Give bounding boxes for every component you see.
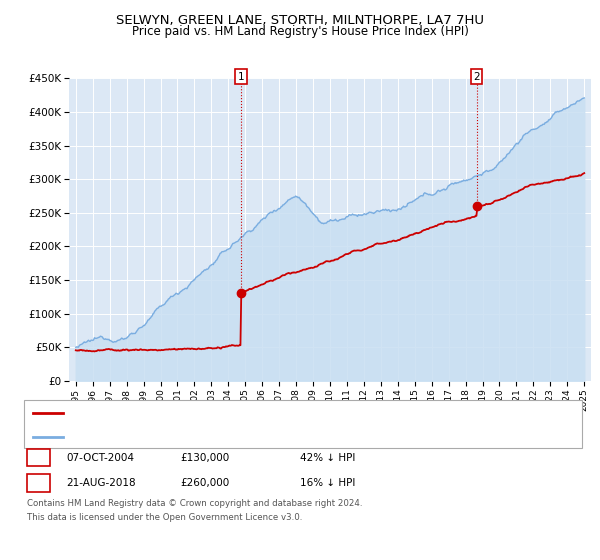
Text: 42% ↓ HPI: 42% ↓ HPI — [300, 452, 355, 463]
Text: Price paid vs. HM Land Registry's House Price Index (HPI): Price paid vs. HM Land Registry's House … — [131, 25, 469, 38]
Text: HPI: Average price, detached house, Westmorland and Furness: HPI: Average price, detached house, West… — [66, 432, 374, 442]
Text: SELWYN, GREEN LANE, STORTH, MILNTHORPE, LA7 7HU: SELWYN, GREEN LANE, STORTH, MILNTHORPE, … — [116, 14, 484, 27]
Text: 1: 1 — [35, 452, 42, 463]
Text: SELWYN, GREEN LANE, STORTH, MILNTHORPE, LA7 7HU (detached house): SELWYN, GREEN LANE, STORTH, MILNTHORPE, … — [66, 408, 428, 418]
Text: £260,000: £260,000 — [180, 478, 229, 488]
Text: 16% ↓ HPI: 16% ↓ HPI — [300, 478, 355, 488]
Text: Contains HM Land Registry data © Crown copyright and database right 2024.: Contains HM Land Registry data © Crown c… — [27, 500, 362, 508]
Text: 07-OCT-2004: 07-OCT-2004 — [66, 452, 134, 463]
Text: £130,000: £130,000 — [180, 452, 229, 463]
Text: This data is licensed under the Open Government Licence v3.0.: This data is licensed under the Open Gov… — [27, 513, 302, 522]
Text: 2: 2 — [35, 478, 42, 488]
Text: 1: 1 — [238, 72, 244, 82]
Text: 2: 2 — [473, 72, 480, 82]
Text: 21-AUG-2018: 21-AUG-2018 — [66, 478, 136, 488]
